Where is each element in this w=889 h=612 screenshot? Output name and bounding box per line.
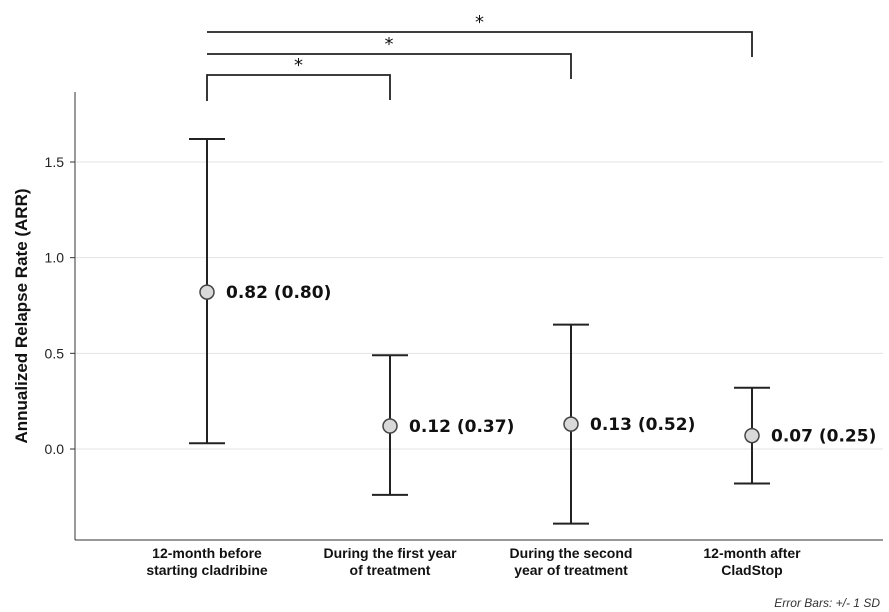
error-bars-note: Error Bars: +/- 1 SD xyxy=(774,596,880,610)
significance-bracket: * xyxy=(207,34,572,79)
significance-brackets: * * * xyxy=(206,12,753,101)
significance-star: * xyxy=(385,34,394,55)
error-bar-group: 0.13 (0.52) xyxy=(553,323,695,525)
error-bar-group: 0.82 (0.80) xyxy=(189,138,331,445)
data-label: 0.13 (0.52) xyxy=(590,415,695,435)
mean-point xyxy=(199,284,215,300)
bracket-line xyxy=(207,31,753,57)
y-tick-label: 1.0 xyxy=(45,250,65,266)
error-bars: 0.82 (0.80) 0.12 (0.37) 0.13 (0.52) 0.07 (0… xyxy=(189,138,876,525)
data-label: 0.12 (0.37) xyxy=(409,417,514,437)
y-axis-label: Annualized Relapse Rate (ARR) xyxy=(12,188,31,443)
x-category-labels: 12-month before starting cladribine During… xyxy=(146,545,801,578)
error-bar-group: 0.12 (0.37) xyxy=(372,354,514,496)
mean-point xyxy=(382,418,398,434)
x-category-label: During the second year of treatment xyxy=(510,545,633,578)
x-category-label: During the first year of treatment xyxy=(323,545,457,578)
mean-point xyxy=(744,427,760,444)
y-tick-label: 0.0 xyxy=(45,441,65,457)
y-tick-labels: 0.0 0.5 1.0 1.5 xyxy=(45,154,75,457)
data-label: 0.82 (0.80) xyxy=(226,283,331,303)
error-bar-group: 0.07 (0.25) xyxy=(734,386,876,485)
significance-bracket: * xyxy=(207,12,753,57)
bracket-line xyxy=(207,53,572,79)
significance-star: * xyxy=(294,55,303,76)
mean-point xyxy=(563,416,579,432)
significance-bracket: * xyxy=(206,55,391,101)
y-tick-label: 0.5 xyxy=(45,345,65,361)
y-tick-label: 1.5 xyxy=(45,154,65,170)
gridlines xyxy=(76,161,883,450)
x-category-label: 12-month after CladStop xyxy=(703,545,801,578)
bracket-line xyxy=(206,74,391,101)
x-category-label: 12-month before starting cladribine xyxy=(146,545,268,578)
significance-star: * xyxy=(475,12,484,33)
data-label: 0.07 (0.25) xyxy=(771,427,876,447)
